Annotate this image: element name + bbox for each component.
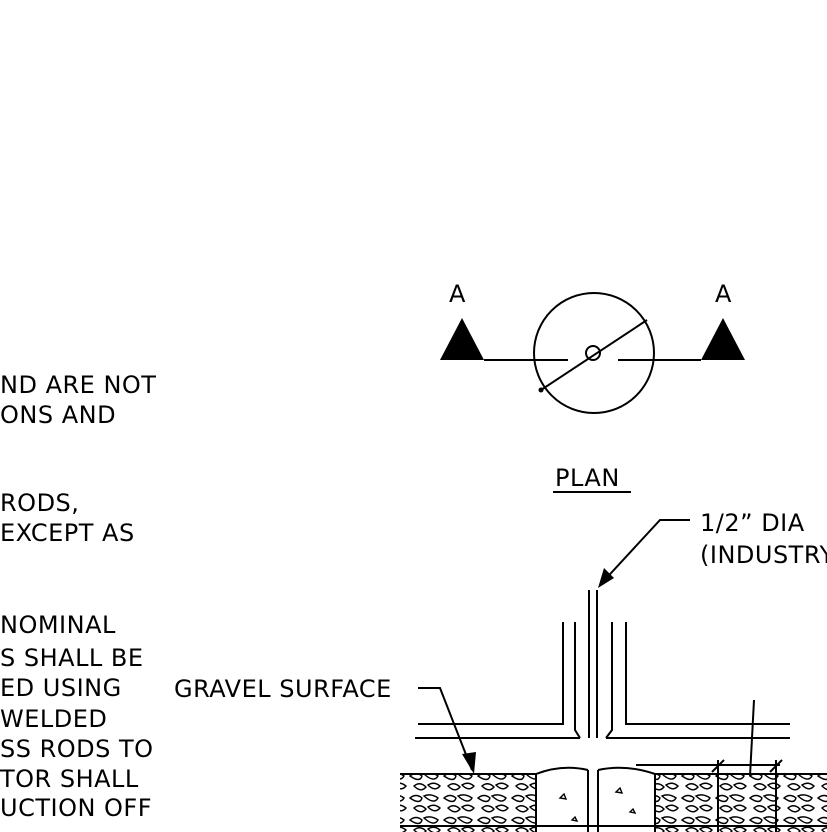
plan-circle [533,292,655,414]
concrete-top-left [535,766,589,775]
concrete-hatch [558,786,637,822]
note-line: S SHALL BE [0,644,144,672]
note-line: RODS, [0,489,79,517]
section-view: 1/2” DIA (INDUSTRY GRAVEL SURFACE [174,509,827,832]
note-line: WELDED [0,705,107,733]
note-line: ONS AND [0,401,116,429]
gravel-right [655,774,827,832]
rod-label-line1: 1/2” DIA [700,509,805,537]
rod-leader-arrow-icon [598,568,614,588]
plan-diameter-line [540,319,648,391]
section-marker-right-label: A [715,280,732,308]
section-arrow-left-icon [440,318,484,360]
post-right-outer [625,622,790,725]
note-line: EXCEPT AS [0,519,135,547]
dimension-leader [749,699,755,777]
post-left-outer [418,622,564,725]
post-right-inner [605,622,613,739]
post-left-inner [574,622,581,739]
note-line: SS RODS TO [0,735,154,763]
plan-rod-circle [585,345,601,361]
note-line: NOMINAL [0,611,116,639]
note-line: UCTION OFF [0,794,152,822]
section-marker-left-label: A [449,280,466,308]
rod-label-line2: (INDUSTRY [700,541,827,569]
rod-leader-line [599,519,690,586]
note-line: TOR SHALL [0,765,139,793]
plan-view: A A PLAN [440,280,745,493]
gravel-leader-arrow-icon [462,752,476,774]
general-notes: ND ARE NOT ONS AND RODS, EXCEPT AS NOMIN… [0,371,156,822]
gravel-leader-line [418,687,473,771]
plan-title: PLAN [555,464,620,492]
dimension-tick-right [769,759,783,773]
section-arrow-right-icon [701,318,745,360]
plan-dot [538,387,544,393]
gravel-left [400,774,536,832]
note-line: ND ARE NOT [0,371,156,399]
gravel-label: GRAVEL SURFACE [174,675,392,703]
concrete-top-right [597,766,656,775]
dimension-tick-left [711,759,725,773]
note-line: ED USING [0,674,122,702]
